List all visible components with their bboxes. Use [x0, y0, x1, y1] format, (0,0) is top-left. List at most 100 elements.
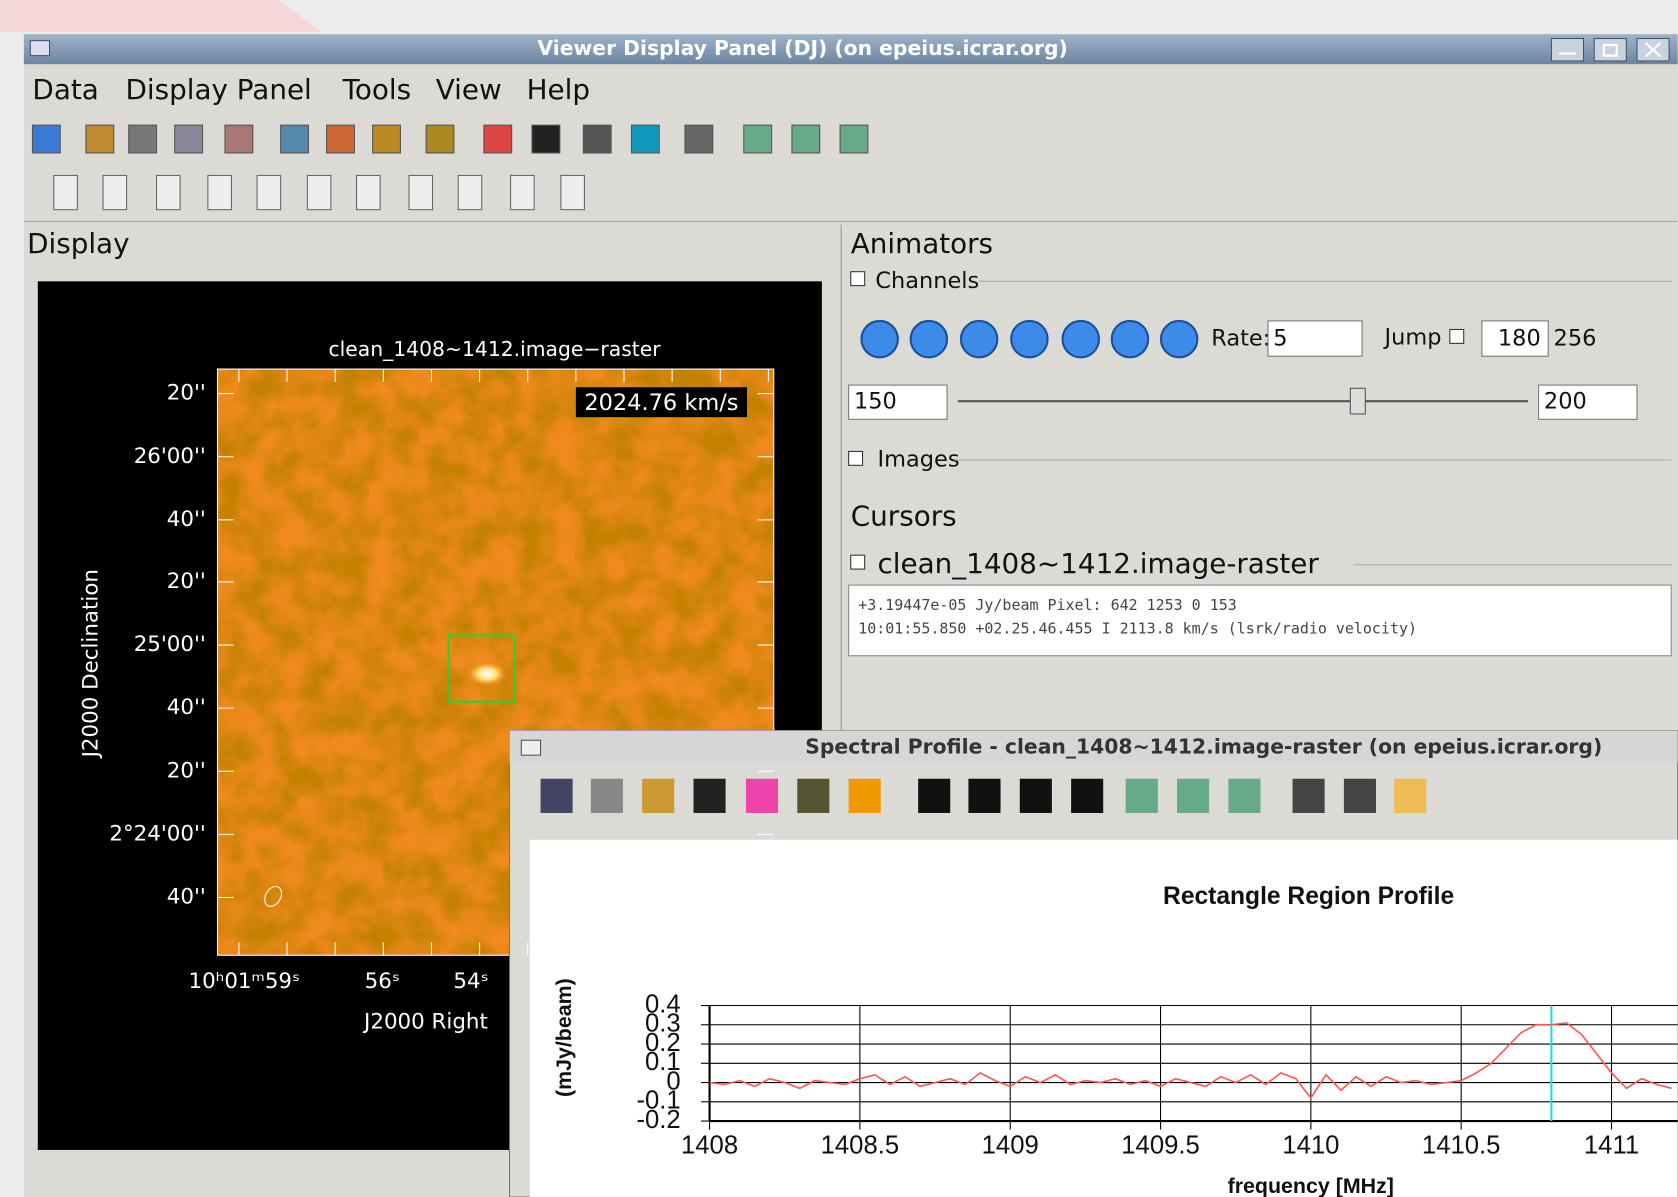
mouse-tool-button[interactable]	[208, 175, 232, 209]
group-label: Images	[878, 446, 960, 472]
spectral-tool[interactable]	[968, 779, 1000, 813]
toolbar-icon[interactable]	[631, 125, 659, 153]
menu-item[interactable]: Display Panel	[126, 73, 312, 106]
spectral-tool[interactable]	[1071, 779, 1103, 813]
spectral-tool[interactable]	[642, 779, 674, 813]
dec-tick-label: 25'00''	[134, 632, 206, 657]
menu-item[interactable]: Tools	[342, 73, 411, 106]
mouse-tool-button[interactable]	[511, 175, 535, 209]
dec-tick-label: 20''	[167, 381, 206, 406]
toolbar-icon[interactable]	[175, 125, 203, 153]
x-tick-label: 1408.5	[821, 1132, 899, 1160]
mouse-tool-button[interactable]	[458, 175, 482, 209]
spectral-tool[interactable]	[1293, 779, 1325, 813]
toolbar-icon[interactable]	[426, 125, 454, 153]
ra-tick-label: 54ˢ	[453, 969, 488, 994]
dec-axis-label: J2000 Declination	[78, 569, 103, 759]
spectral-icon	[521, 740, 540, 755]
checkbox[interactable]	[851, 555, 865, 569]
mouse-tool-button[interactable]	[357, 175, 381, 209]
toolbar-icon[interactable]	[86, 125, 114, 153]
toolbar-icon[interactable]	[484, 125, 512, 153]
spectral-tool[interactable]	[1020, 779, 1052, 813]
total-frames: 256	[1554, 326, 1597, 352]
chart-title: Rectangle Region Profile	[1163, 883, 1454, 910]
toolbar-icon[interactable]	[129, 125, 157, 153]
x-tick-label: 1410.5	[1422, 1132, 1500, 1160]
toolbar-icon[interactable]	[840, 125, 868, 153]
minimize-button[interactable]	[1551, 39, 1583, 61]
x-tick-label: 1409	[982, 1132, 1039, 1160]
mouse-tool-button[interactable]	[103, 175, 127, 209]
playback-button[interactable]	[1063, 321, 1099, 357]
toolbar-icon[interactable]	[685, 125, 713, 153]
toolbar-icon[interactable]	[327, 125, 355, 153]
panel-title: Display	[27, 227, 129, 260]
velocity-label: 2024.76 km/s	[584, 390, 738, 416]
playback-button[interactable]	[1112, 321, 1148, 357]
toolbar-icon[interactable]	[532, 125, 560, 153]
jump-value: 180	[1498, 326, 1541, 352]
dec-tick-label: 40''	[167, 695, 206, 720]
spectral-tool[interactable]	[797, 779, 829, 813]
spectral-tool[interactable]	[591, 779, 623, 813]
spectral-tool[interactable]	[541, 779, 573, 813]
screen: Viewer Display Panel (DJ) (on epeius.icr…	[0, 0, 1678, 1197]
playback-button[interactable]	[961, 321, 997, 357]
toolbar-icon[interactable]	[225, 125, 253, 153]
checkbox[interactable]	[851, 272, 865, 286]
spectral-tool[interactable]	[1126, 779, 1158, 813]
menu-item[interactable]: Help	[527, 73, 590, 106]
x-tick-label: 1408	[681, 1132, 738, 1160]
cursor-line: +3.19447e-05 Jy/beam Pixel: 642 1253 0 1…	[858, 596, 1237, 614]
window-icon	[30, 41, 49, 56]
jump-label: Jump	[1383, 325, 1442, 351]
rate-label: Rate:	[1211, 326, 1270, 352]
toolbar-icon[interactable]	[281, 125, 309, 153]
slider-max: 200	[1544, 389, 1587, 415]
ra-tick-label: 10ʰ01ᵐ59ˢ	[188, 969, 300, 994]
spectral-tool[interactable]	[1228, 779, 1260, 813]
rate-value: 5	[1273, 326, 1287, 352]
playback-button[interactable]	[1011, 321, 1047, 357]
source-blob	[468, 662, 507, 686]
layer-label: clean_1408~1412.image-raster	[878, 547, 1320, 580]
slider-min: 150	[854, 389, 897, 415]
toolbar-icon[interactable]	[744, 125, 772, 153]
y-axis-label: (mJy/beam)	[552, 978, 576, 1097]
mouse-tool-button[interactable]	[307, 175, 331, 209]
toolbar-icon[interactable]	[373, 125, 401, 153]
mouse-tool-button[interactable]	[409, 175, 433, 209]
mouse-tool-button[interactable]	[54, 175, 78, 209]
toolbar-icon[interactable]	[32, 125, 60, 153]
checkbox[interactable]	[1450, 329, 1464, 343]
spectral-tool[interactable]	[746, 779, 778, 813]
playback-button[interactable]	[861, 321, 897, 357]
spectral-tool[interactable]	[694, 779, 726, 813]
menu-item[interactable]: Data	[32, 73, 98, 106]
checkbox[interactable]	[849, 451, 863, 465]
mouse-tool-button[interactable]	[157, 175, 181, 209]
panel-title: Cursors	[851, 500, 957, 533]
menu-item[interactable]: View	[436, 73, 502, 106]
playback-button[interactable]	[1161, 321, 1197, 357]
dec-tick-label: 20''	[167, 758, 206, 783]
spectral-tool[interactable]	[1394, 779, 1426, 813]
spectral-tool[interactable]	[1344, 779, 1376, 813]
playback-button[interactable]	[911, 321, 947, 357]
maximize-button[interactable]	[1594, 39, 1626, 61]
spectral-tool[interactable]	[849, 779, 881, 813]
spectral-tool[interactable]	[918, 779, 950, 813]
dec-tick-label: 26'00''	[134, 444, 206, 469]
toolbar-icon[interactable]	[792, 125, 820, 153]
toolbar-icon[interactable]	[583, 125, 611, 153]
mouse-tool-button[interactable]	[257, 175, 281, 209]
dec-tick-label: 20''	[167, 569, 206, 594]
mouse-tool-button[interactable]	[561, 175, 585, 209]
spectral-title: Spectral Profile - clean_1408~1412.image…	[805, 735, 1602, 759]
image-title: clean_1408~1412.image−raster	[328, 337, 661, 362]
bg-stripe	[0, 0, 321, 32]
spectral-tool[interactable]	[1177, 779, 1209, 813]
slider-thumb[interactable]	[1350, 388, 1365, 414]
x-tick-label: 1411	[1584, 1132, 1639, 1160]
